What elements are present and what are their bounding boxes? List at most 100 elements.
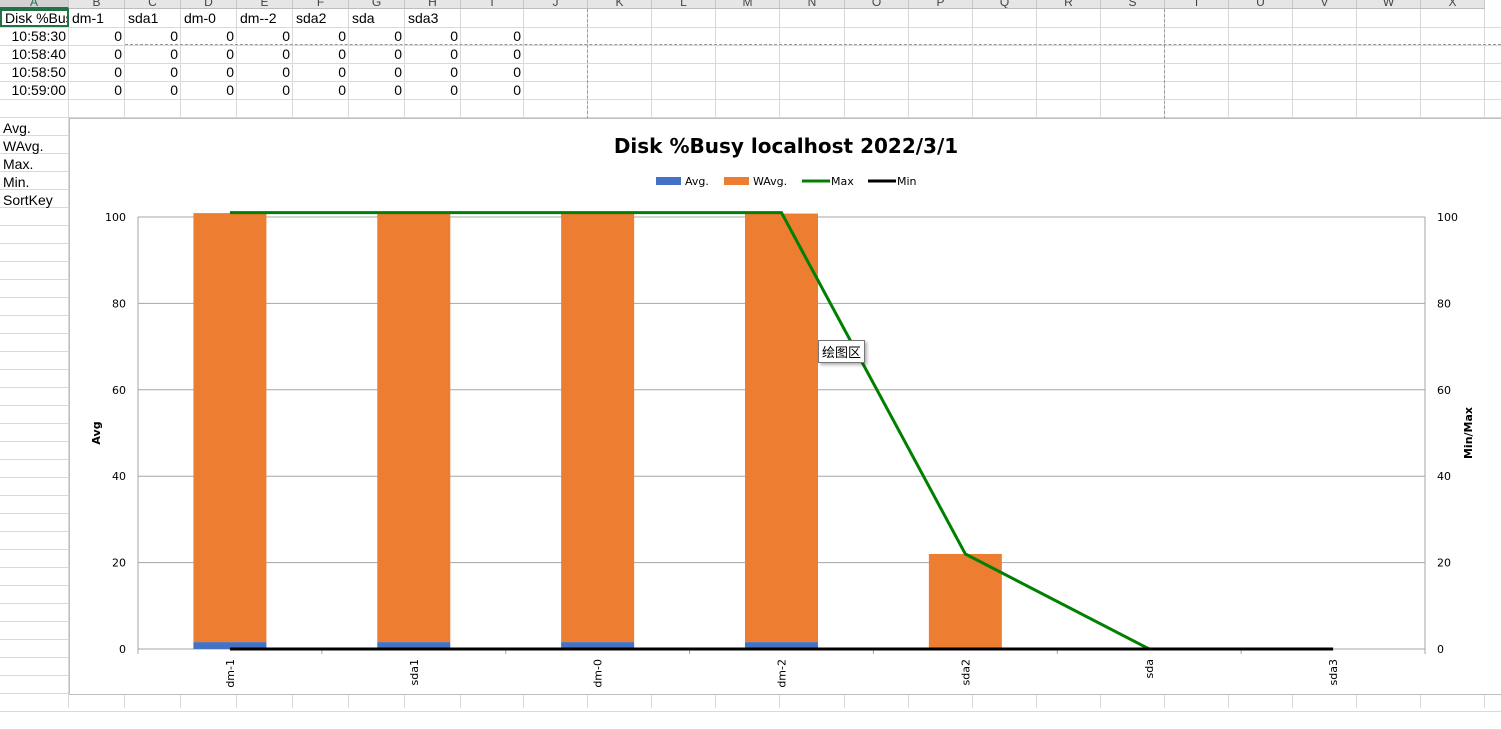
data-cell[interactable]: 0 [513,46,521,62]
y2-tick-label: 40 [1437,470,1451,483]
data-cell[interactable]: 0 [450,46,458,62]
y2-tick-label: 20 [1437,557,1451,570]
data-cell[interactable]: 0 [282,28,290,44]
column-header-J[interactable]: J [524,0,588,9]
column-header-W[interactable]: W [1357,0,1421,9]
data-cell[interactable]: 0 [282,82,290,98]
data-cell[interactable]: 0 [282,46,290,62]
column-header-I[interactable]: I [461,0,524,9]
column-header-B[interactable]: B [69,0,125,9]
column-header-Q[interactable]: Q [973,0,1037,9]
data-cell[interactable]: 0 [394,46,402,62]
summary-label[interactable]: WAvg. [3,138,44,154]
bar-wavg [561,213,635,643]
summary-label[interactable]: Max. [3,156,34,172]
gridline-horizontal [0,81,1501,82]
column-header-E[interactable]: E [237,0,293,9]
y-tick-label: 0 [119,643,126,656]
y2-tick-label: 100 [1437,211,1458,224]
data-cell[interactable]: 0 [226,28,234,44]
gridline-horizontal [0,27,1501,28]
data-cell[interactable]: 0 [513,28,521,44]
column-header-K[interactable]: K [588,0,652,9]
data-cell[interactable]: 0 [114,46,122,62]
header-cell[interactable]: sda1 [128,10,159,26]
column-header-O[interactable]: O [845,0,909,9]
chart-svg: Disk %Busy localhost 2022/3/1 Avg. WAvg. Ma… [90,134,1475,688]
column-header-C[interactable]: C [125,0,181,9]
data-cell[interactable]: 0 [338,28,346,44]
bar-wavg [377,213,451,643]
header-cell[interactable]: dm-1 [72,10,104,26]
column-header-U[interactable]: U [1229,0,1293,9]
page-break-vertical [587,9,588,119]
column-header-M[interactable]: M [716,0,780,9]
data-cell[interactable]: 0 [170,28,178,44]
data-cell[interactable]: 0 [450,28,458,44]
header-cell[interactable]: Disk %Busy [0,9,69,27]
data-cell[interactable]: 10:58:30 [11,28,67,44]
summary-label[interactable]: SortKey [3,192,53,208]
column-header-P[interactable]: P [909,0,973,9]
column-header-G[interactable]: G [349,0,405,9]
legend-swatch [724,177,749,185]
data-cell[interactable]: 0 [226,82,234,98]
column-header-T[interactable]: T [1165,0,1229,9]
data-cell[interactable]: 0 [394,28,402,44]
column-header-X[interactable]: X [1421,0,1485,9]
chart[interactable]: Disk %Busy localhost 2022/3/1 Avg. WAvg. Ma… [69,118,1501,695]
column-header-A[interactable]: A [0,0,69,9]
summary-label[interactable]: Avg. [3,120,31,136]
header-cell[interactable]: sda3 [408,10,439,26]
page-break-horizontal [125,44,1501,45]
y-tick-label: 40 [112,470,126,483]
gridline-horizontal [0,45,1501,46]
column-header-R[interactable]: R [1037,0,1101,9]
header-cell[interactable]: dm--2 [240,10,277,26]
column-header-V[interactable]: V [1293,0,1357,9]
data-cell[interactable]: 0 [450,82,458,98]
legend-swatch [656,177,681,185]
data-cell[interactable]: 0 [114,82,122,98]
data-cell[interactable]: 0 [114,28,122,44]
data-cell[interactable]: 0 [170,82,178,98]
header-cell[interactable]: sda [352,10,375,26]
bar-wavg [745,213,818,643]
bar-avg [561,642,635,649]
data-cell[interactable]: 0 [114,64,122,80]
header-cell[interactable]: sda2 [296,10,327,26]
data-cell[interactable]: 0 [338,46,346,62]
data-cell[interactable]: 0 [226,64,234,80]
column-header-D[interactable]: D [181,0,237,9]
column-header-F[interactable]: F [293,0,349,9]
data-cell[interactable]: 0 [394,64,402,80]
data-cell[interactable]: 0 [282,64,290,80]
data-cell[interactable]: 0 [513,82,521,98]
x-category-label: dm-0 [592,659,605,688]
header-cell[interactable] [461,9,524,27]
legend-label: WAvg. [753,175,787,188]
column-header-H[interactable]: H [405,0,461,9]
data-cell[interactable]: 10:58:50 [11,64,67,80]
data-cell[interactable]: 10:59:00 [11,82,67,98]
data-cell[interactable]: 10:58:40 [11,46,67,62]
data-cell[interactable]: 0 [170,64,178,80]
data-cell[interactable]: 0 [513,64,521,80]
data-cell[interactable]: 0 [394,82,402,98]
y2-tick-label: 0 [1437,643,1444,656]
column-header-L[interactable]: L [652,0,716,9]
data-cell[interactable]: 0 [338,64,346,80]
gridline-horizontal [0,117,1501,118]
y-tick-label: 20 [112,557,126,570]
summary-label[interactable]: Min. [3,174,30,190]
data-cell[interactable]: 0 [226,46,234,62]
data-cell[interactable]: 0 [450,64,458,80]
column-header-N[interactable]: N [780,0,845,9]
page-break-vertical [1164,9,1165,119]
column-header-S[interactable]: S [1101,0,1165,9]
bar-avg [745,642,818,649]
x-category-label: sda2 [959,659,972,685]
data-cell[interactable]: 0 [170,46,178,62]
data-cell[interactable]: 0 [338,82,346,98]
header-cell[interactable]: dm-0 [184,10,216,26]
